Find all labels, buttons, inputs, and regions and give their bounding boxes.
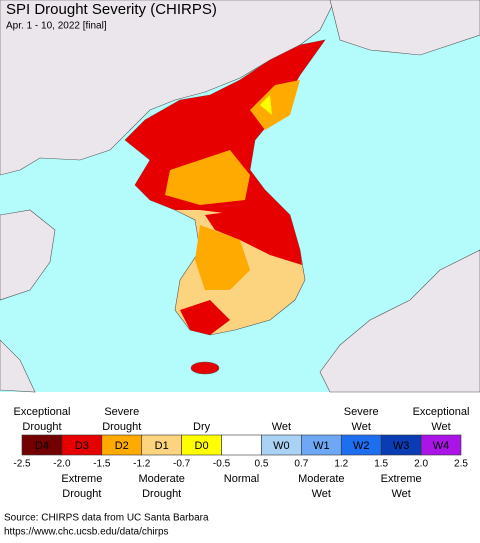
west-south-patch <box>195 225 250 290</box>
legend-code: D4 <box>35 440 49 452</box>
legend-tick: -1.5 <box>93 459 111 470</box>
china-north <box>0 0 336 176</box>
legend-top-label: Wet <box>272 421 291 433</box>
legend-bottom-label: Wet <box>391 488 410 500</box>
legend: D4 D3 D2 D1 D0 W0 W1 W2 W3 W4 -2.5 -2.0 -1.5 -1.2 -0.7… <box>13 406 469 500</box>
southwest-patch <box>180 300 230 335</box>
legend-tick: -0.5 <box>213 459 231 470</box>
legend-top-label: Severe <box>104 406 139 418</box>
central-moderate-drought <box>165 150 250 205</box>
legend-code: W2 <box>353 440 370 452</box>
legend-tick: 1.2 <box>334 459 348 470</box>
legend-tick: 1.5 <box>374 459 388 470</box>
legend-code: W3 <box>393 440 410 452</box>
legend-top-label: Wet <box>352 421 371 433</box>
legend-swatch <box>420 434 462 456</box>
legend-bottom-label: Drought <box>142 488 181 500</box>
china-shandong <box>0 209 56 301</box>
legend-tick: 2.0 <box>414 459 428 470</box>
legend-bottom-label: Normal <box>224 473 259 485</box>
legend-bottom-label: Extreme <box>381 473 422 485</box>
legend-tick: 0.7 <box>294 459 308 470</box>
legend-bottom-label: Wet <box>312 488 331 500</box>
legend-top-label: Dry <box>193 421 211 433</box>
legend-top-label: Exceptional <box>14 406 71 418</box>
legend-tick: -0.7 <box>173 459 191 470</box>
legend-code: D3 <box>75 440 89 452</box>
northeast-patch <box>250 80 300 130</box>
japan <box>319 249 480 393</box>
legend-bottom-label: Moderate <box>138 473 184 485</box>
source-line: Source: CHIRPS data from UC Santa Barbar… <box>4 513 209 524</box>
title: SPI Drought Severity (CHIRPS) <box>6 1 217 18</box>
legend-swatch <box>221 434 262 456</box>
legend-top-label: Exceptional <box>413 406 470 418</box>
legend-tick: -2.5 <box>13 459 31 470</box>
subtitle: Apr. 1 - 10, 2022 [final] <box>6 21 107 32</box>
legend-bottom-label: Moderate <box>298 473 344 485</box>
legend-top-label: Wet <box>431 421 450 433</box>
legend-code: D1 <box>155 440 169 452</box>
legend-top-label: Severe <box>344 406 379 418</box>
legend-code: W1 <box>313 440 330 452</box>
jeju <box>190 361 220 375</box>
map <box>0 0 480 393</box>
legend-bottom-label: Extreme <box>61 473 102 485</box>
east-south-drought <box>205 205 302 265</box>
china-south <box>0 339 36 393</box>
legend-tick: 2.5 <box>454 459 468 470</box>
legend-top-label: Drought <box>22 421 61 433</box>
dry-patch <box>260 95 272 115</box>
legend-tick: 0.5 <box>255 459 269 470</box>
legend-top-label: Drought <box>102 421 141 433</box>
legend-code: D2 <box>115 440 129 452</box>
legend-code: W4 <box>433 440 450 452</box>
legend-code: D0 <box>195 440 209 452</box>
legend-tick: -2.0 <box>53 459 71 470</box>
legend-tick: -1.2 <box>133 459 151 470</box>
legend-code: W0 <box>273 440 290 452</box>
source-url: https://www.chc.ucsb.edu/data/chirps <box>4 527 169 538</box>
legend-bottom-label: Drought <box>62 488 101 500</box>
russia <box>329 0 480 56</box>
